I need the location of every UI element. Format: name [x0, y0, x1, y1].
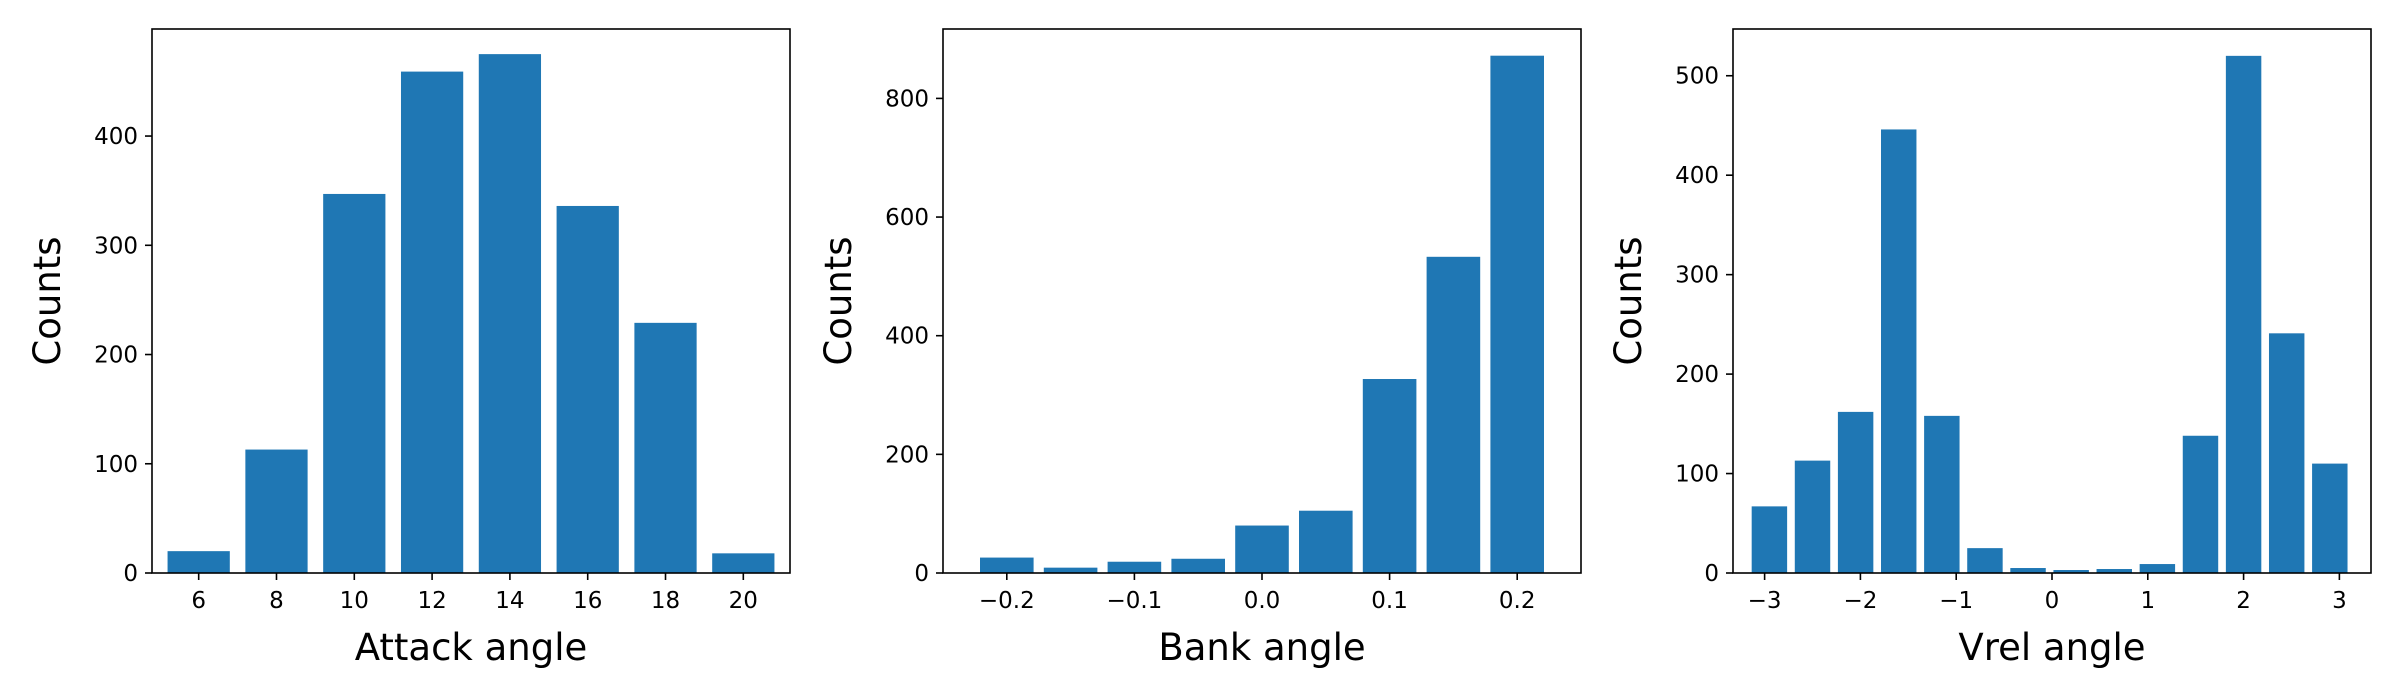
y-tick-label: 0: [1704, 561, 1719, 587]
bar-bank-angle-0: [980, 557, 1034, 573]
bar-vrel-angle-5: [1967, 548, 2003, 573]
chart-vrel-angle: −3 −2 −1 0 1 2 3 0 100 200 300 400 500 Vrel angle Coun…: [1607, 28, 2372, 669]
x-tick-label: 3: [2332, 588, 2347, 614]
bar-vrel-angle-9: [2139, 564, 2176, 573]
x-tick-label: −0.1: [1106, 588, 1162, 614]
x-tick-label: 16: [573, 588, 602, 614]
x-tick-label: 8: [269, 588, 284, 614]
y-tick-label: 300: [1675, 263, 1719, 289]
y-axis-label: Counts: [1607, 236, 1650, 365]
x-tick-label: 14: [495, 588, 524, 614]
y-tick-label: 800: [885, 86, 929, 112]
bar-vrel-angle-4: [1924, 415, 1960, 573]
x-tick-label: −2: [1843, 588, 1877, 614]
bar-bank-angle-1: [1043, 567, 1098, 573]
y-tick-label: 200: [885, 442, 929, 468]
bar-attack-angle-5: [556, 205, 619, 573]
y-tick-label: 300: [94, 233, 138, 259]
bar-vrel-angle-1: [1794, 460, 1831, 573]
chart-bank-angle: −0.2 −0.1 0.0 0.1 0.2 0 200 400 600 800 Bank angle…: [817, 28, 1582, 669]
bar-bank-angle-2: [1107, 561, 1162, 573]
bar-bank-angle-7: [1426, 256, 1481, 573]
x-tick-label: 0.1: [1371, 588, 1408, 614]
bar-attack-angle-0: [167, 551, 230, 573]
x-tick-label: 20: [729, 588, 758, 614]
bar-vrel-angle-3: [1881, 129, 1917, 573]
y-tick-label: 200: [1675, 362, 1719, 388]
x-tick-label: 12: [417, 588, 446, 614]
x-tick-label: 1: [2140, 588, 2155, 614]
y-axis-label: Counts: [817, 236, 860, 365]
bar-vrel-angle-0: [1751, 506, 1788, 573]
bar-vrel-angle-11: [2225, 55, 2262, 573]
bar-attack-angle-3: [400, 71, 464, 573]
bar-bank-angle-8: [1490, 55, 1544, 574]
bar-bank-angle-5: [1299, 510, 1353, 573]
x-tick-label: 18: [651, 588, 680, 614]
y-tick-label: 0: [123, 561, 138, 587]
bar-bank-angle-4: [1235, 525, 1289, 573]
x-tick-label: 6: [191, 588, 206, 614]
bar-attack-angle-2: [323, 193, 386, 573]
x-tick-label: −0.2: [979, 588, 1035, 614]
x-tick-label: 0.0: [1244, 588, 1281, 614]
x-axis-label: Bank angle: [1158, 626, 1365, 669]
bar-attack-angle-1: [245, 449, 308, 573]
y-tick-label: 200: [94, 343, 138, 369]
bar-bank-angle-6: [1362, 379, 1417, 573]
bar-vrel-angle-10: [2182, 435, 2219, 573]
plot-frame: [942, 28, 1582, 574]
bar-vrel-angle-12: [2268, 333, 2305, 573]
bar-bank-angle-3: [1171, 558, 1225, 573]
x-tick-label: 0: [2045, 588, 2060, 614]
x-tick-label: 0.2: [1499, 588, 1536, 614]
x-tick-label: 10: [340, 588, 369, 614]
x-axis-label: Vrel angle: [1958, 626, 2145, 669]
y-tick-label: 600: [885, 205, 929, 231]
x-tick-label: 2: [2236, 588, 2251, 614]
bar-attack-angle-7: [712, 553, 775, 573]
bar-attack-angle-4: [478, 54, 542, 573]
bar-vrel-angle-7: [2053, 570, 2089, 573]
y-tick-label: 400: [885, 324, 929, 350]
x-axis-label: Attack angle: [355, 626, 588, 669]
y-tick-label: 100: [1675, 462, 1719, 488]
y-axis-label: Counts: [26, 236, 69, 365]
bar-vrel-angle-2: [1837, 411, 1874, 573]
bar-vrel-angle-13: [2312, 463, 2348, 573]
y-tick-label: 400: [1675, 163, 1719, 189]
x-tick-label: −1: [1939, 588, 1973, 614]
y-tick-label: 500: [1675, 64, 1719, 90]
bar-attack-angle-6: [634, 322, 697, 573]
bar-vrel-angle-6: [2010, 568, 2046, 573]
x-tick-label: −3: [1748, 588, 1782, 614]
y-tick-label: 400: [94, 124, 138, 150]
bar-vrel-angle-8: [2096, 569, 2132, 573]
y-tick-label: 100: [94, 452, 138, 478]
plot-frame: [151, 28, 791, 574]
y-tick-label: 0: [914, 561, 929, 587]
